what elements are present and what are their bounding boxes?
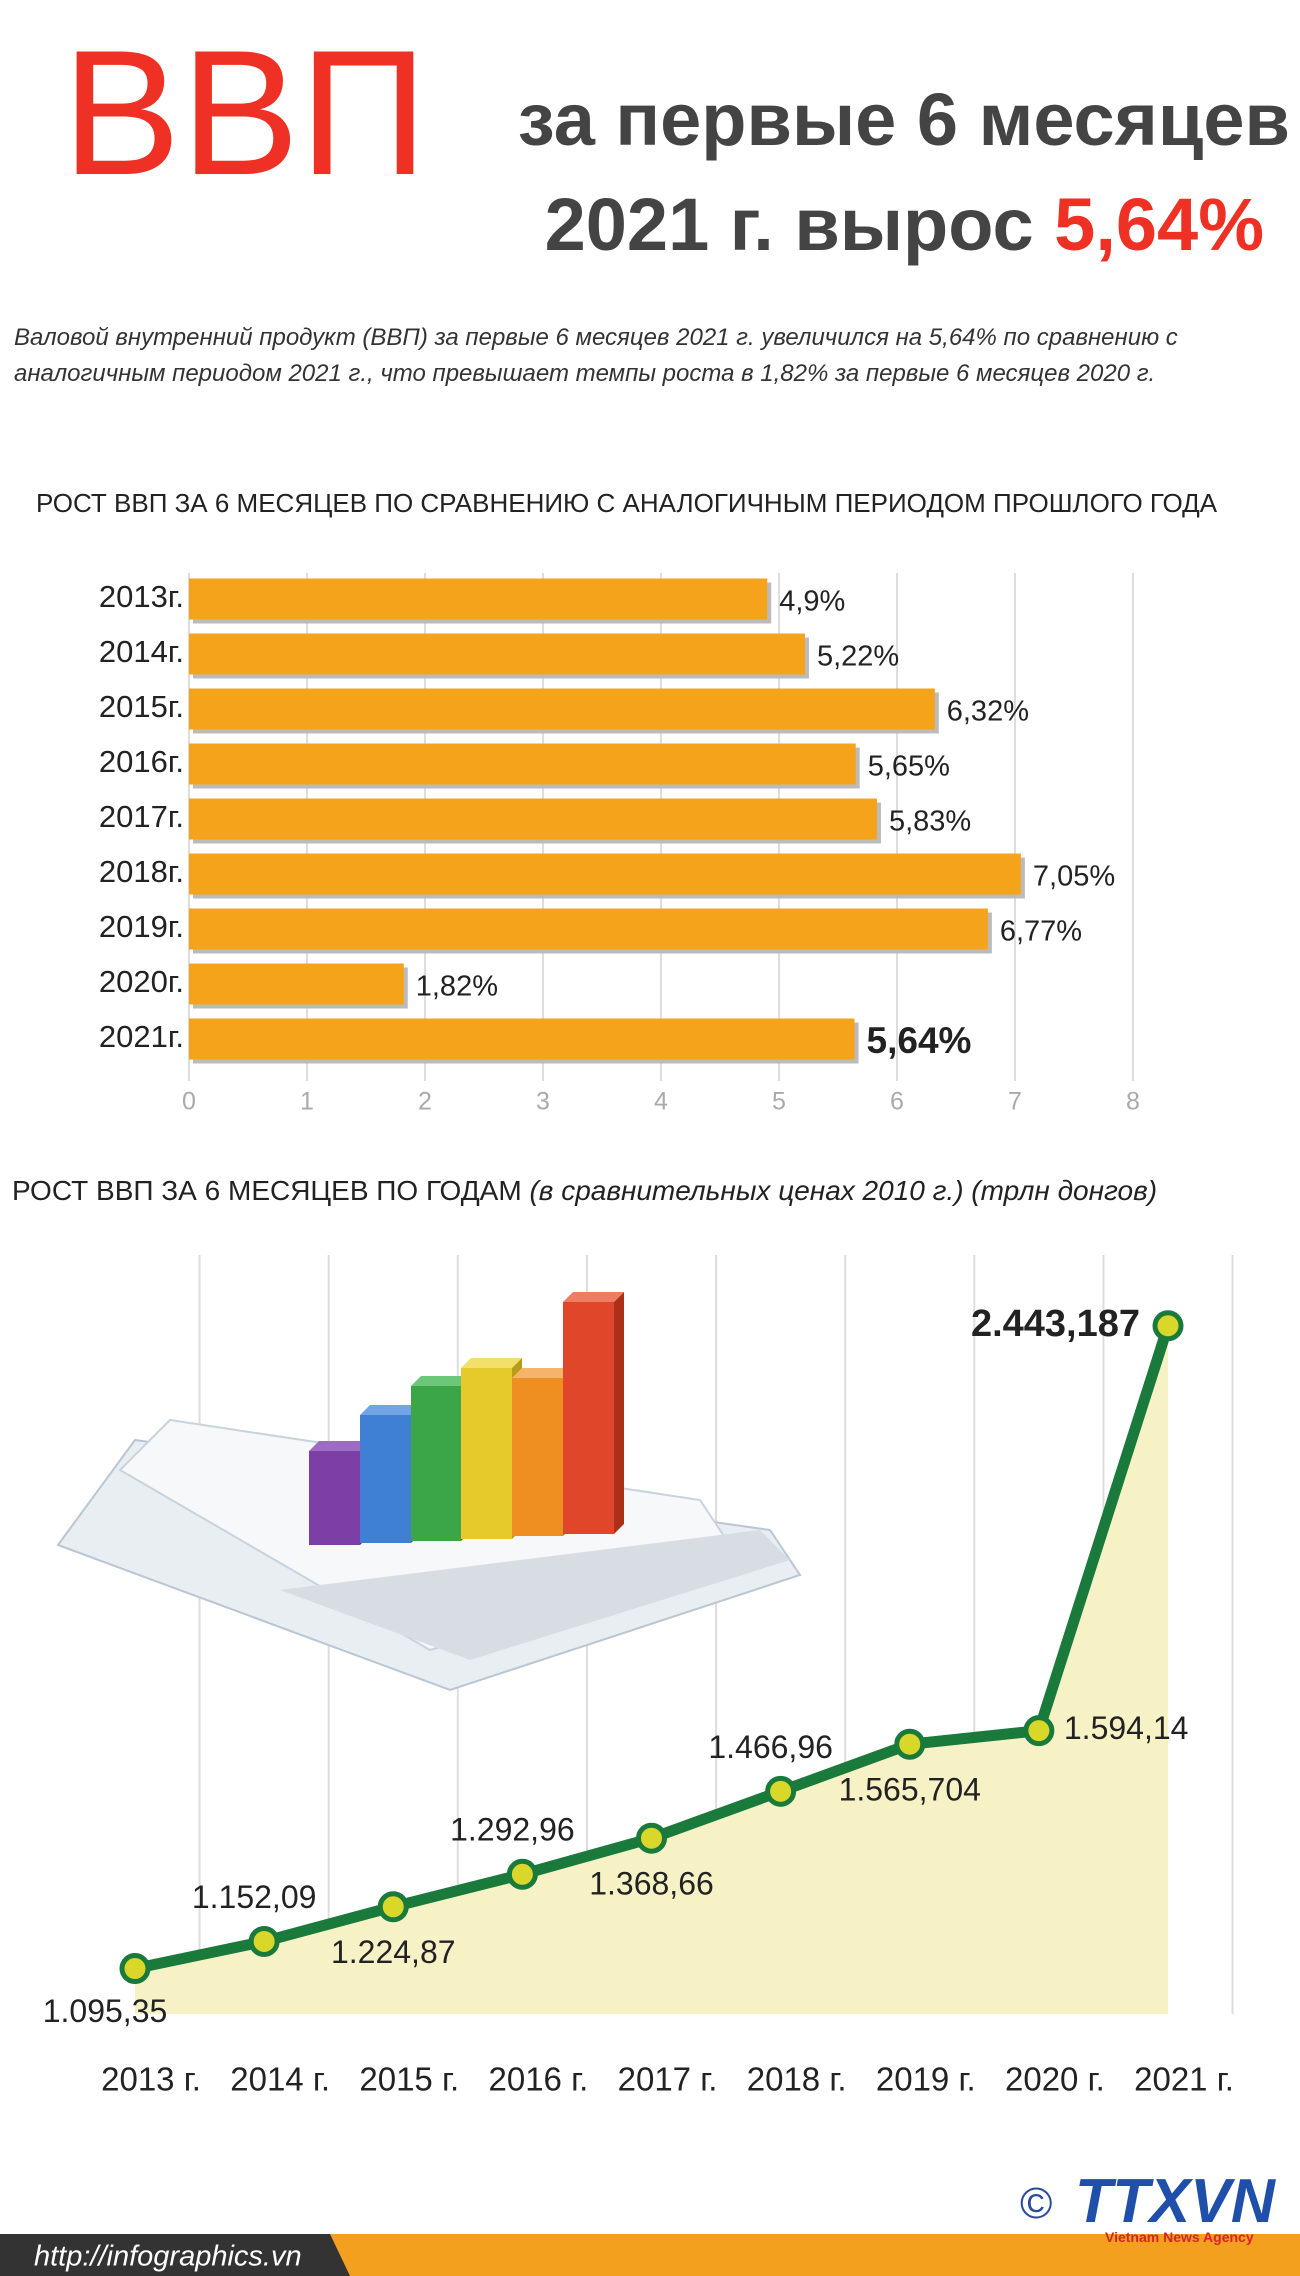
x-tick-label: 2016 г. xyxy=(488,2061,588,2098)
x-tick-label: 2021 г. xyxy=(1134,2061,1234,2098)
y-tick-label: 2017г. xyxy=(99,799,184,834)
footer-url[interactable]: http://infographics.vn xyxy=(34,2241,302,2273)
x-tick-label: 2019 г. xyxy=(876,2061,976,2098)
bar xyxy=(189,798,877,840)
marker xyxy=(1152,1310,1184,1342)
title-line: 2021 г. вырос 5,64% xyxy=(545,183,1264,266)
footer-dark xyxy=(0,2234,350,2276)
marker xyxy=(248,1925,280,1957)
title-highlight: 5,64% xyxy=(1054,183,1264,266)
y-tick-label: 2016г. xyxy=(99,744,184,779)
chart-title: РОСТ ВВП ЗА 6 МЕСЯЦЕВ ПО ГОДАМ (в сравни… xyxy=(12,1175,1157,1206)
bar xyxy=(189,853,1021,895)
area xyxy=(135,1325,1168,2014)
value-label: 1.594,14 xyxy=(1064,1710,1189,1746)
x-tick-label: 2018 г. xyxy=(747,2061,847,2098)
value-label: 6,32% xyxy=(947,696,1029,728)
bar xyxy=(189,578,768,620)
x-tick-label: 2020 г. xyxy=(1005,2061,1105,2098)
x-tick-label: 6 xyxy=(890,1088,904,1116)
value-label: 1.565,704 xyxy=(839,1772,981,1808)
x-tick-label: 3 xyxy=(536,1088,550,1116)
value-label: 1.224,87 xyxy=(331,1934,456,1970)
value-label: 1,82% xyxy=(416,971,498,1003)
value-label: 1.292,96 xyxy=(450,1812,575,1848)
illustration xyxy=(56,1292,802,1692)
value-label: 7,05% xyxy=(1033,861,1115,893)
x-tick-label: 0 xyxy=(182,1088,196,1116)
description: Валовой внутренний продукт (ВВП) за перв… xyxy=(14,324,1178,387)
value-label: 1.368,66 xyxy=(589,1866,714,1902)
bar xyxy=(189,743,856,785)
marker xyxy=(506,1858,538,1890)
marker xyxy=(636,1822,667,1854)
y-tick-label: 2013г. xyxy=(99,579,184,614)
copyright: © xyxy=(1020,2179,1052,2228)
y-tick-label: 2020г. xyxy=(99,964,184,999)
value-label: 5,83% xyxy=(889,806,971,838)
marker xyxy=(894,1728,926,1760)
x-tick-label: 2017 г. xyxy=(618,2061,718,2098)
x-tick-label: 7 xyxy=(1008,1088,1022,1116)
subtitle: (в сравнительных ценах 2010 г.) (трлн до… xyxy=(529,1175,1157,1206)
title-text: РОСТ ВВП ЗА 6 МЕСЯЦЕВ ПО ГОДАМ xyxy=(12,1175,522,1206)
x-tick-label: 2014 г. xyxy=(230,2061,330,2098)
bar xyxy=(189,908,988,950)
bar xyxy=(189,1018,855,1060)
x-tick-label: 5 xyxy=(772,1088,786,1116)
marker xyxy=(377,1891,409,1923)
x-tick-label: 8 xyxy=(1126,1088,1140,1116)
y-tick-label: 2021г. xyxy=(99,1019,184,1054)
logo-sub: Vietnam News Agency xyxy=(1105,2229,1254,2245)
bar xyxy=(189,963,404,1005)
value-label: 6,77% xyxy=(1000,916,1082,948)
x-tick-label: 2 xyxy=(418,1088,432,1116)
value-label: 2.443,187 xyxy=(971,1303,1140,1345)
value-label: 1.095,35 xyxy=(43,1993,168,2029)
marker xyxy=(765,1775,797,1807)
value-label: 5,65% xyxy=(868,751,950,783)
value-label: 1.152,09 xyxy=(192,1879,317,1915)
title-line: за первые 6 месяцев xyxy=(518,78,1290,161)
bar xyxy=(189,688,935,730)
y-tick-label: 2019г. xyxy=(99,909,184,944)
marker xyxy=(1023,1715,1055,1747)
value-label: 4,9% xyxy=(779,586,845,618)
marker xyxy=(119,1953,151,1985)
x-tick-label: 4 xyxy=(654,1088,668,1116)
bar xyxy=(189,633,805,675)
y-tick-label: 2018г. xyxy=(99,854,184,889)
y-tick-label: 2015г. xyxy=(99,689,184,724)
x-tick-label: 1 xyxy=(300,1088,314,1116)
value-label: 1.466,96 xyxy=(708,1729,833,1765)
x-tick-label: 2013 г. xyxy=(101,2061,201,2098)
title-big: ВВП xyxy=(62,13,427,212)
value-label: 5,64% xyxy=(867,1020,972,1061)
logo: TTXVN xyxy=(1075,2167,1276,2236)
chart-title: РОСТ ВВП ЗА 6 МЕСЯЦЕВ ПО СРАВНЕНИЮ С АНА… xyxy=(36,488,1218,518)
value-label: 5,22% xyxy=(817,641,899,673)
y-tick-label: 2014г. xyxy=(99,634,184,669)
title-text: 2021 г. вырос xyxy=(545,183,1034,266)
x-tick-label: 2015 г. xyxy=(359,2061,459,2098)
